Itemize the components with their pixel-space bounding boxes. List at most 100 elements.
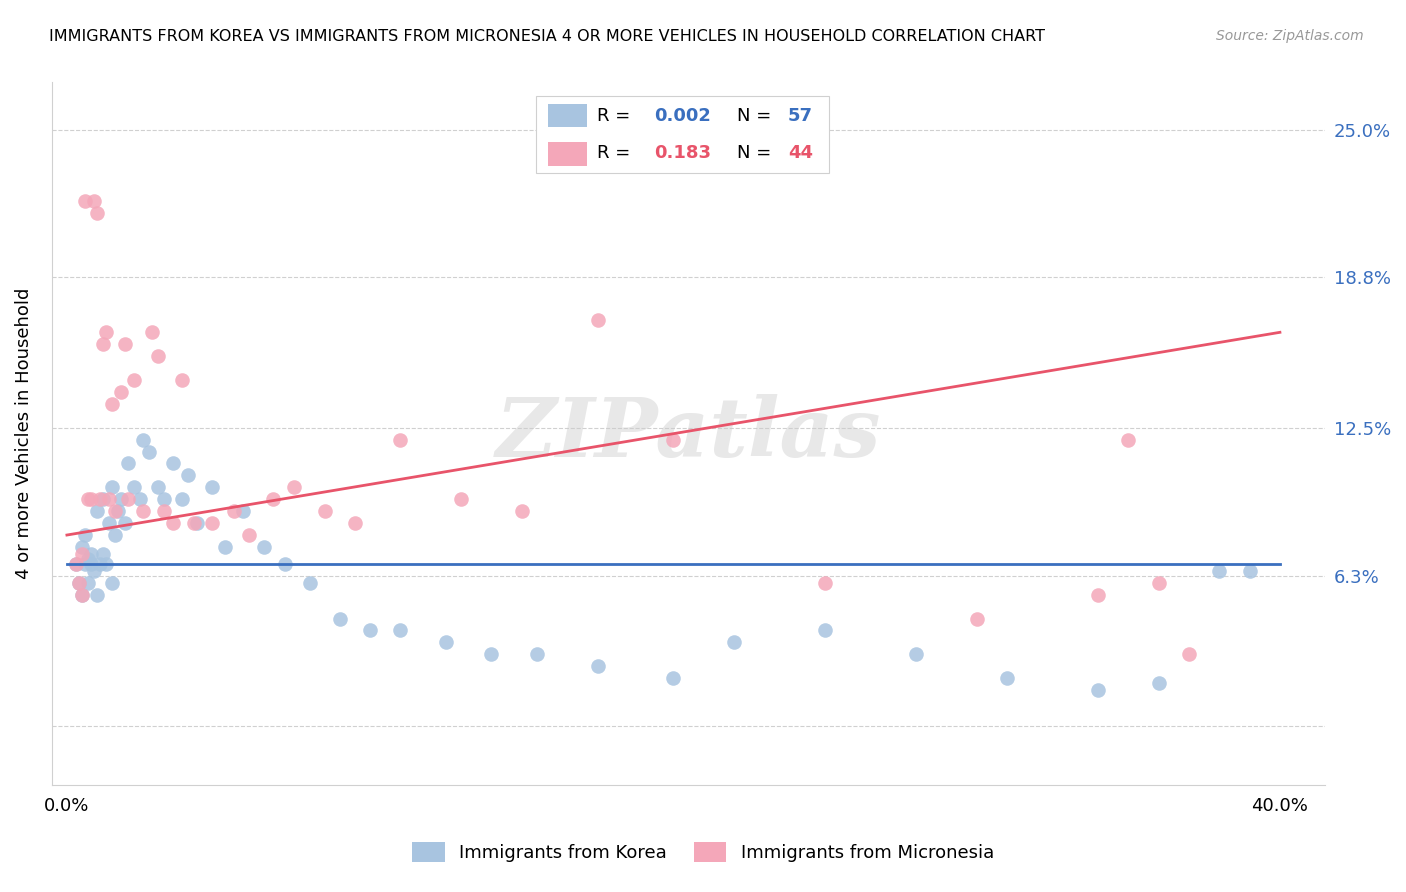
Point (91, 337, 114, 351)
Point (132, 504, 155, 518)
Point (262, 492, 284, 507)
Text: R =: R = (598, 145, 636, 162)
Point (389, 624, 412, 638)
Point (91, 492, 114, 507)
Point (389, 433, 412, 447)
Point (146, 349, 169, 363)
Point (77, 575, 100, 590)
Point (75, 194, 97, 208)
Point (253, 540, 276, 554)
Text: 0.183: 0.183 (654, 145, 711, 162)
Point (70, 547, 93, 561)
Point (122, 373, 145, 387)
Point (201, 480, 224, 494)
Point (101, 575, 124, 590)
Point (526, 647, 548, 661)
Point (114, 337, 136, 351)
Point (77, 492, 100, 507)
Point (481, 647, 503, 661)
Point (132, 433, 155, 447)
Point (80, 547, 103, 561)
Point (117, 457, 139, 471)
Point (153, 492, 176, 507)
Point (96, 326, 118, 340)
Point (110, 384, 132, 399)
Point (77, 552, 100, 566)
Point (1087, 683, 1109, 698)
Point (70, 588, 93, 602)
Point (91, 547, 114, 561)
Point (359, 624, 381, 638)
Point (814, 624, 837, 638)
Point (1208, 564, 1230, 578)
Point (101, 480, 124, 494)
Point (86, 504, 108, 518)
Point (222, 504, 245, 518)
Point (96, 557, 118, 571)
Point (117, 492, 139, 507)
Text: ZIPatlas: ZIPatlas (496, 393, 882, 474)
Point (274, 557, 297, 571)
Point (65, 557, 87, 571)
Point (80, 492, 103, 507)
Point (122, 480, 145, 494)
Point (1239, 564, 1261, 578)
Point (434, 635, 457, 649)
Point (83, 194, 105, 208)
Point (83, 564, 105, 578)
Point (153, 504, 176, 518)
Point (67, 575, 90, 590)
Y-axis label: 4 or more Vehicles in Household: 4 or more Vehicles in Household (15, 288, 32, 580)
Point (283, 480, 305, 494)
Point (104, 504, 127, 518)
Point (177, 468, 200, 483)
Point (70, 540, 93, 554)
Text: 57: 57 (787, 107, 813, 125)
Point (186, 516, 208, 530)
Text: N =: N = (737, 145, 778, 162)
Point (510, 504, 533, 518)
Text: N =: N = (737, 107, 778, 125)
Point (101, 397, 124, 411)
Point (662, 433, 685, 447)
Point (172, 492, 194, 507)
Point (86, 206, 108, 220)
Text: 0.002: 0.002 (654, 107, 711, 125)
Legend: Immigrants from Korea, Immigrants from Micronesia: Immigrants from Korea, Immigrants from M… (405, 834, 1001, 870)
Text: Source: ZipAtlas.com: Source: ZipAtlas.com (1216, 29, 1364, 43)
Point (162, 457, 184, 471)
Point (238, 528, 260, 542)
Text: 44: 44 (787, 145, 813, 162)
Point (814, 575, 837, 590)
Point (104, 528, 127, 542)
Point (1147, 575, 1170, 590)
Point (114, 516, 136, 530)
FancyBboxPatch shape (548, 143, 586, 166)
Point (67, 575, 90, 590)
Point (586, 659, 609, 673)
Point (329, 611, 352, 625)
Point (314, 504, 336, 518)
Point (1087, 588, 1109, 602)
Point (98, 492, 121, 507)
Point (128, 492, 150, 507)
FancyBboxPatch shape (536, 96, 828, 173)
Text: R =: R = (598, 107, 636, 125)
Point (183, 516, 205, 530)
Point (905, 647, 928, 661)
Point (450, 492, 472, 507)
Point (1116, 433, 1139, 447)
Point (107, 504, 129, 518)
Point (662, 671, 685, 685)
Point (995, 671, 1018, 685)
FancyBboxPatch shape (548, 103, 586, 127)
Point (80, 557, 103, 571)
Point (70, 588, 93, 602)
Point (146, 480, 169, 494)
Point (172, 373, 194, 387)
Point (1147, 676, 1170, 690)
Point (298, 575, 321, 590)
Point (343, 516, 366, 530)
Point (65, 557, 87, 571)
Point (138, 444, 160, 458)
